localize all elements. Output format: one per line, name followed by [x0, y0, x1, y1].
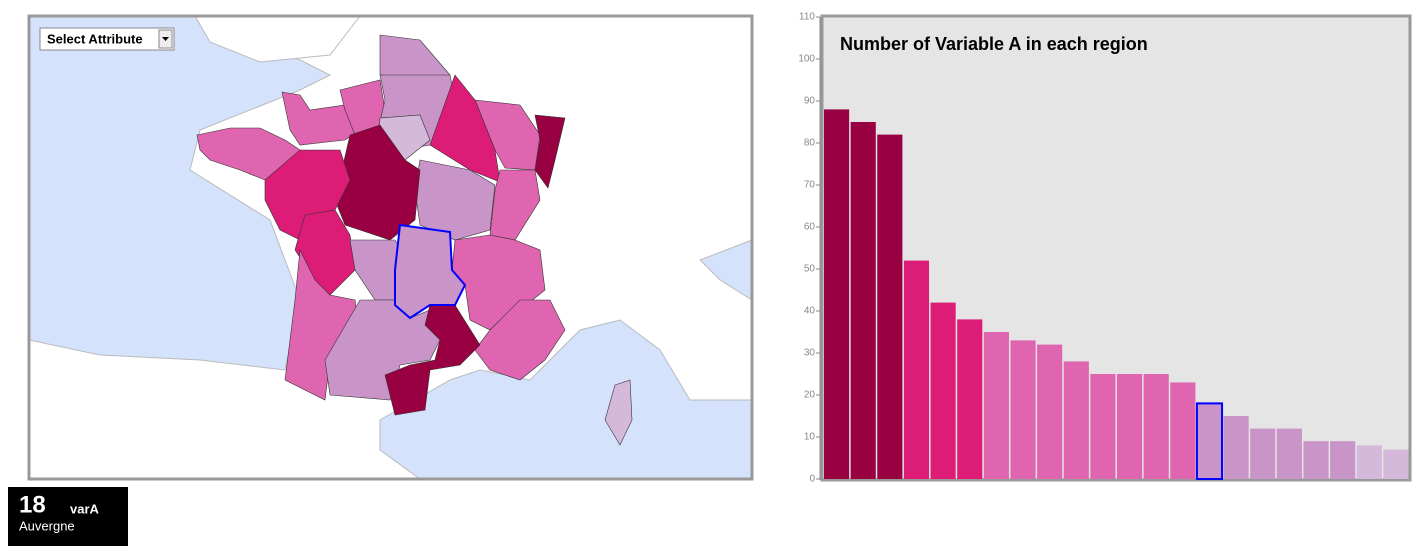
info-attribute: varA — [70, 501, 100, 516]
y-tick-label: 30 — [804, 348, 816, 359]
bar — [850, 122, 876, 479]
chart-title: Number of Variable A in each region — [840, 34, 1148, 54]
y-tick-label: 80 — [804, 138, 816, 149]
info-region: Auvergne — [19, 518, 75, 533]
region — [384, 304, 481, 416]
y-tick-label: 70 — [804, 180, 816, 191]
region — [474, 299, 566, 381]
select-arrow — [162, 37, 169, 41]
map-border — [27, 14, 754, 481]
select-label: Select Attribute — [47, 31, 143, 46]
region — [334, 124, 421, 241]
y-tick-label: 40 — [804, 306, 816, 317]
bar — [983, 332, 1009, 479]
bar — [957, 319, 983, 479]
y-tick-label: 90 — [804, 96, 816, 107]
bar — [1063, 361, 1089, 479]
info-box: 18 varA Auvergne — [8, 487, 128, 546]
y-tick-label: 60 — [804, 222, 816, 233]
region — [604, 379, 633, 446]
bar — [1010, 340, 1036, 479]
info-background — [8, 487, 128, 546]
bar — [930, 302, 956, 479]
bar — [1117, 374, 1143, 479]
bar — [1303, 441, 1329, 479]
bar — [1037, 344, 1063, 479]
y-tick-label: 110 — [799, 12, 815, 23]
selected-region[interactable] — [394, 223, 467, 320]
bar — [1223, 416, 1249, 479]
y-tick-label: 20 — [804, 390, 816, 401]
bar — [1143, 374, 1169, 479]
info-value: 18 — [19, 491, 46, 518]
bar — [1383, 449, 1409, 479]
region — [534, 114, 566, 189]
regions — [196, 34, 633, 446]
region — [294, 209, 356, 296]
attribute-select[interactable] — [39, 27, 175, 51]
bar — [1090, 374, 1116, 479]
bar — [824, 109, 850, 480]
bar — [1276, 428, 1302, 479]
map: Select Attribute — [27, 14, 754, 481]
y-tick-label: 10 — [804, 432, 816, 443]
bar — [1330, 441, 1356, 479]
bar — [1170, 382, 1196, 479]
y-tick-label: 100 — [798, 54, 815, 65]
bar — [1250, 428, 1276, 479]
bar — [1195, 402, 1224, 480]
bar — [1356, 445, 1382, 479]
y-tick-label: 50 — [804, 264, 816, 275]
bar — [877, 134, 903, 479]
y-tick-label: 0 — [809, 474, 815, 485]
bar — [903, 260, 930, 479]
